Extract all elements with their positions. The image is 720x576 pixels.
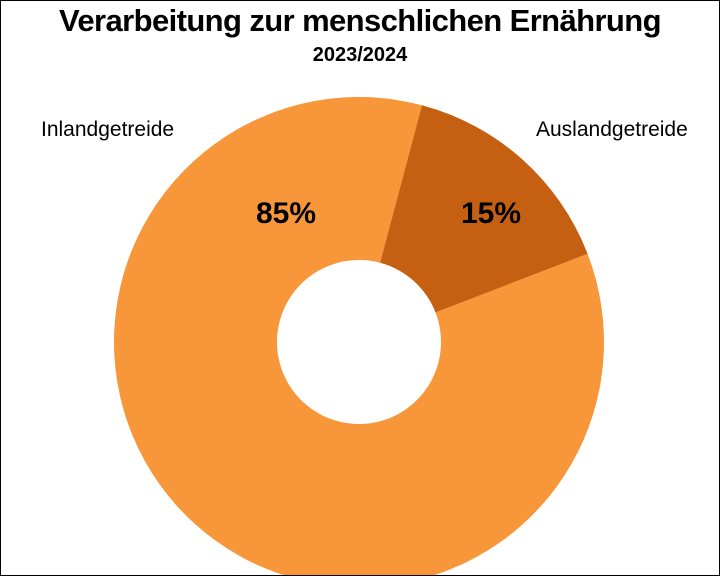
donut-slices [114, 97, 604, 575]
donut-value-labels: 85% 15% [256, 197, 521, 230]
slice-value-inlandgetreide: 85% [256, 197, 316, 230]
slice-label-auslandgetreide: Auslandgetreide [536, 118, 688, 141]
slice-auslandgetreide [380, 105, 588, 313]
slice-value-auslandgetreide: 15% [461, 197, 521, 230]
chart-subtitle: 2023/2024 [312, 44, 408, 66]
slice-label-inlandgetreide: Inlandgetreide [41, 118, 175, 141]
chart-title: Verarbeitung zur menschlichen Ernährung [59, 3, 662, 38]
slice-inlandgetreide [114, 97, 604, 575]
